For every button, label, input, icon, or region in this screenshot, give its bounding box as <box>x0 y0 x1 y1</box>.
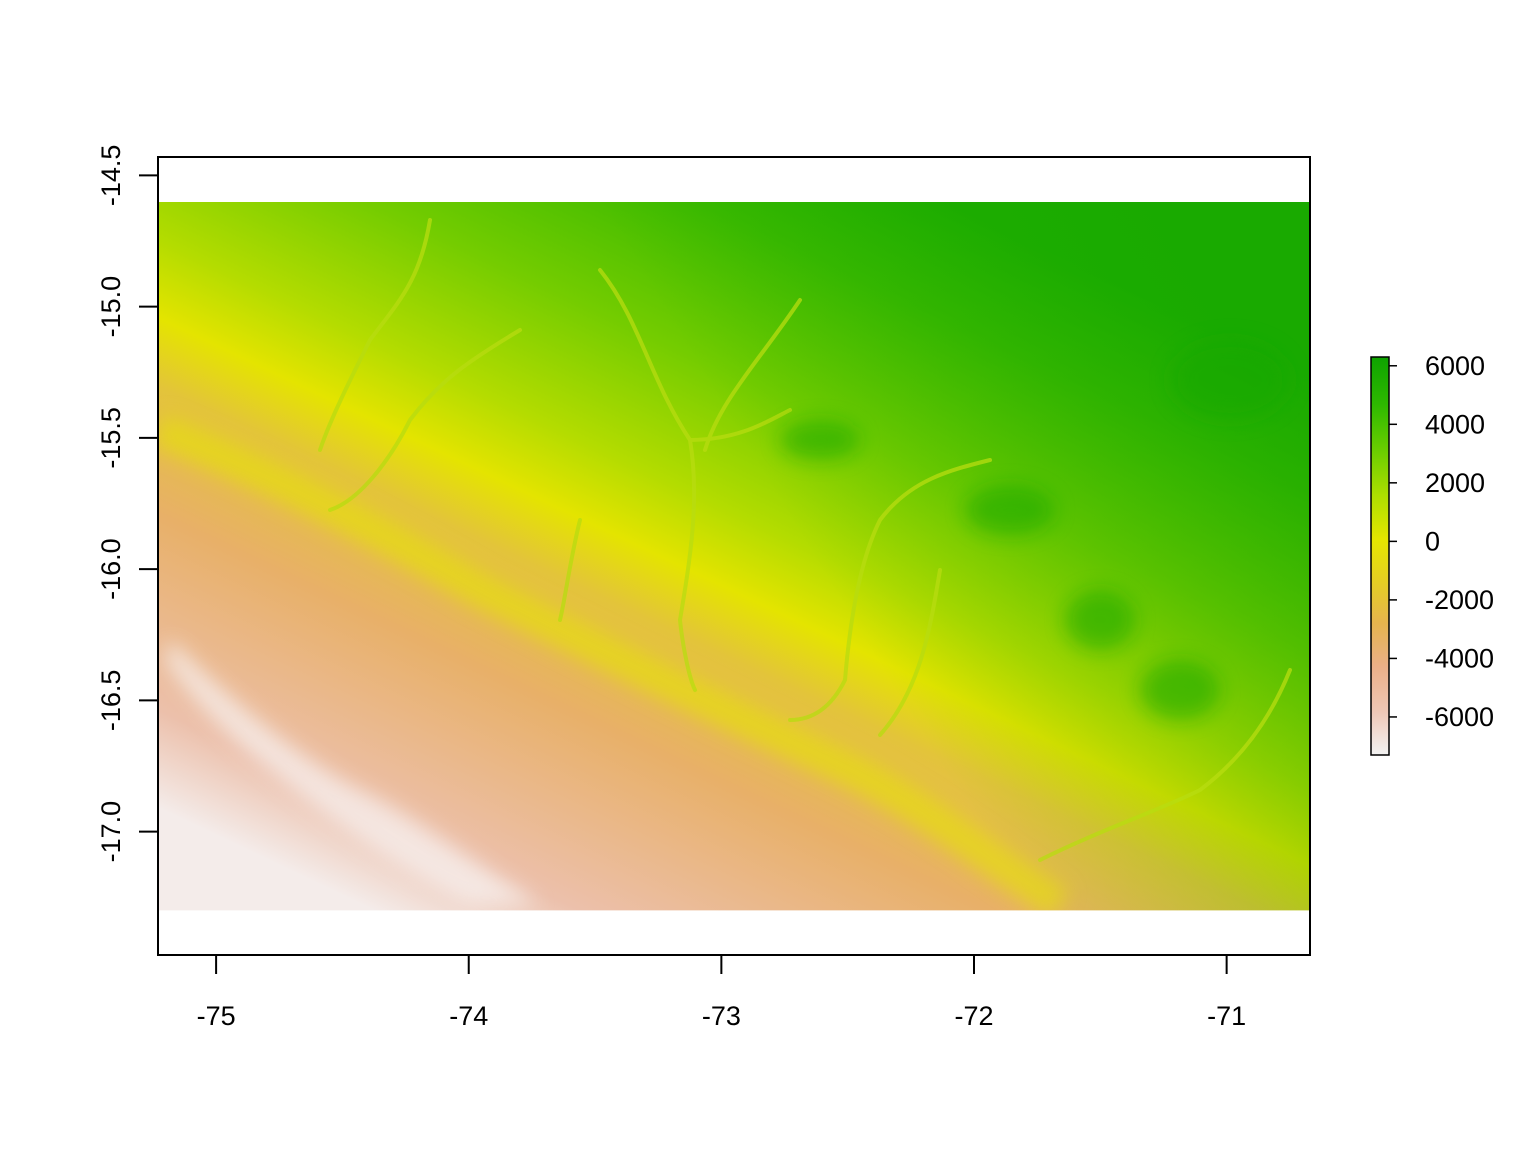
y-tick-label: -14.5 <box>96 145 126 207</box>
x-tick-label: -73 <box>702 1001 741 1031</box>
legend-tick-label: 4000 <box>1425 409 1485 439</box>
color-legend: 6000 4000 2000 0 -2000 -4000 -6000 <box>1370 351 1494 756</box>
x-tick-label: -72 <box>954 1001 993 1031</box>
legend-color-bar <box>1370 356 1390 756</box>
legend-tick-label: -4000 <box>1425 643 1494 673</box>
x-tick-label: -74 <box>449 1001 488 1031</box>
x-axis: -75 -74 -73 -72 -71 <box>197 954 1246 1031</box>
y-tick-label: -15.5 <box>96 407 126 469</box>
legend-tick-label: -6000 <box>1425 702 1494 732</box>
coastline-band <box>158 414 1070 911</box>
legend-tick-label: 0 <box>1425 526 1440 556</box>
river-valleys <box>318 218 1292 862</box>
y-tick-label: -15.0 <box>96 276 126 338</box>
y-axis: -14.5 -15.0 -15.5 -16.0 -16.5 -17.0 <box>96 145 159 863</box>
legend-tick-label: 2000 <box>1425 468 1485 498</box>
legend-tick-label: 6000 <box>1425 351 1485 381</box>
y-tick-label: -16.5 <box>96 670 126 732</box>
y-tick-label: -17.0 <box>96 801 126 863</box>
x-tick-label: -71 <box>1207 1001 1246 1031</box>
legend-tick-label: -2000 <box>1425 585 1494 615</box>
legend-ticks: 6000 4000 2000 0 -2000 -4000 -6000 <box>1389 351 1494 732</box>
y-tick-label: -16.0 <box>96 538 126 600</box>
highland-patches <box>780 340 1290 720</box>
x-tick-label: -75 <box>197 1001 236 1031</box>
elevation-raster <box>158 202 1310 911</box>
